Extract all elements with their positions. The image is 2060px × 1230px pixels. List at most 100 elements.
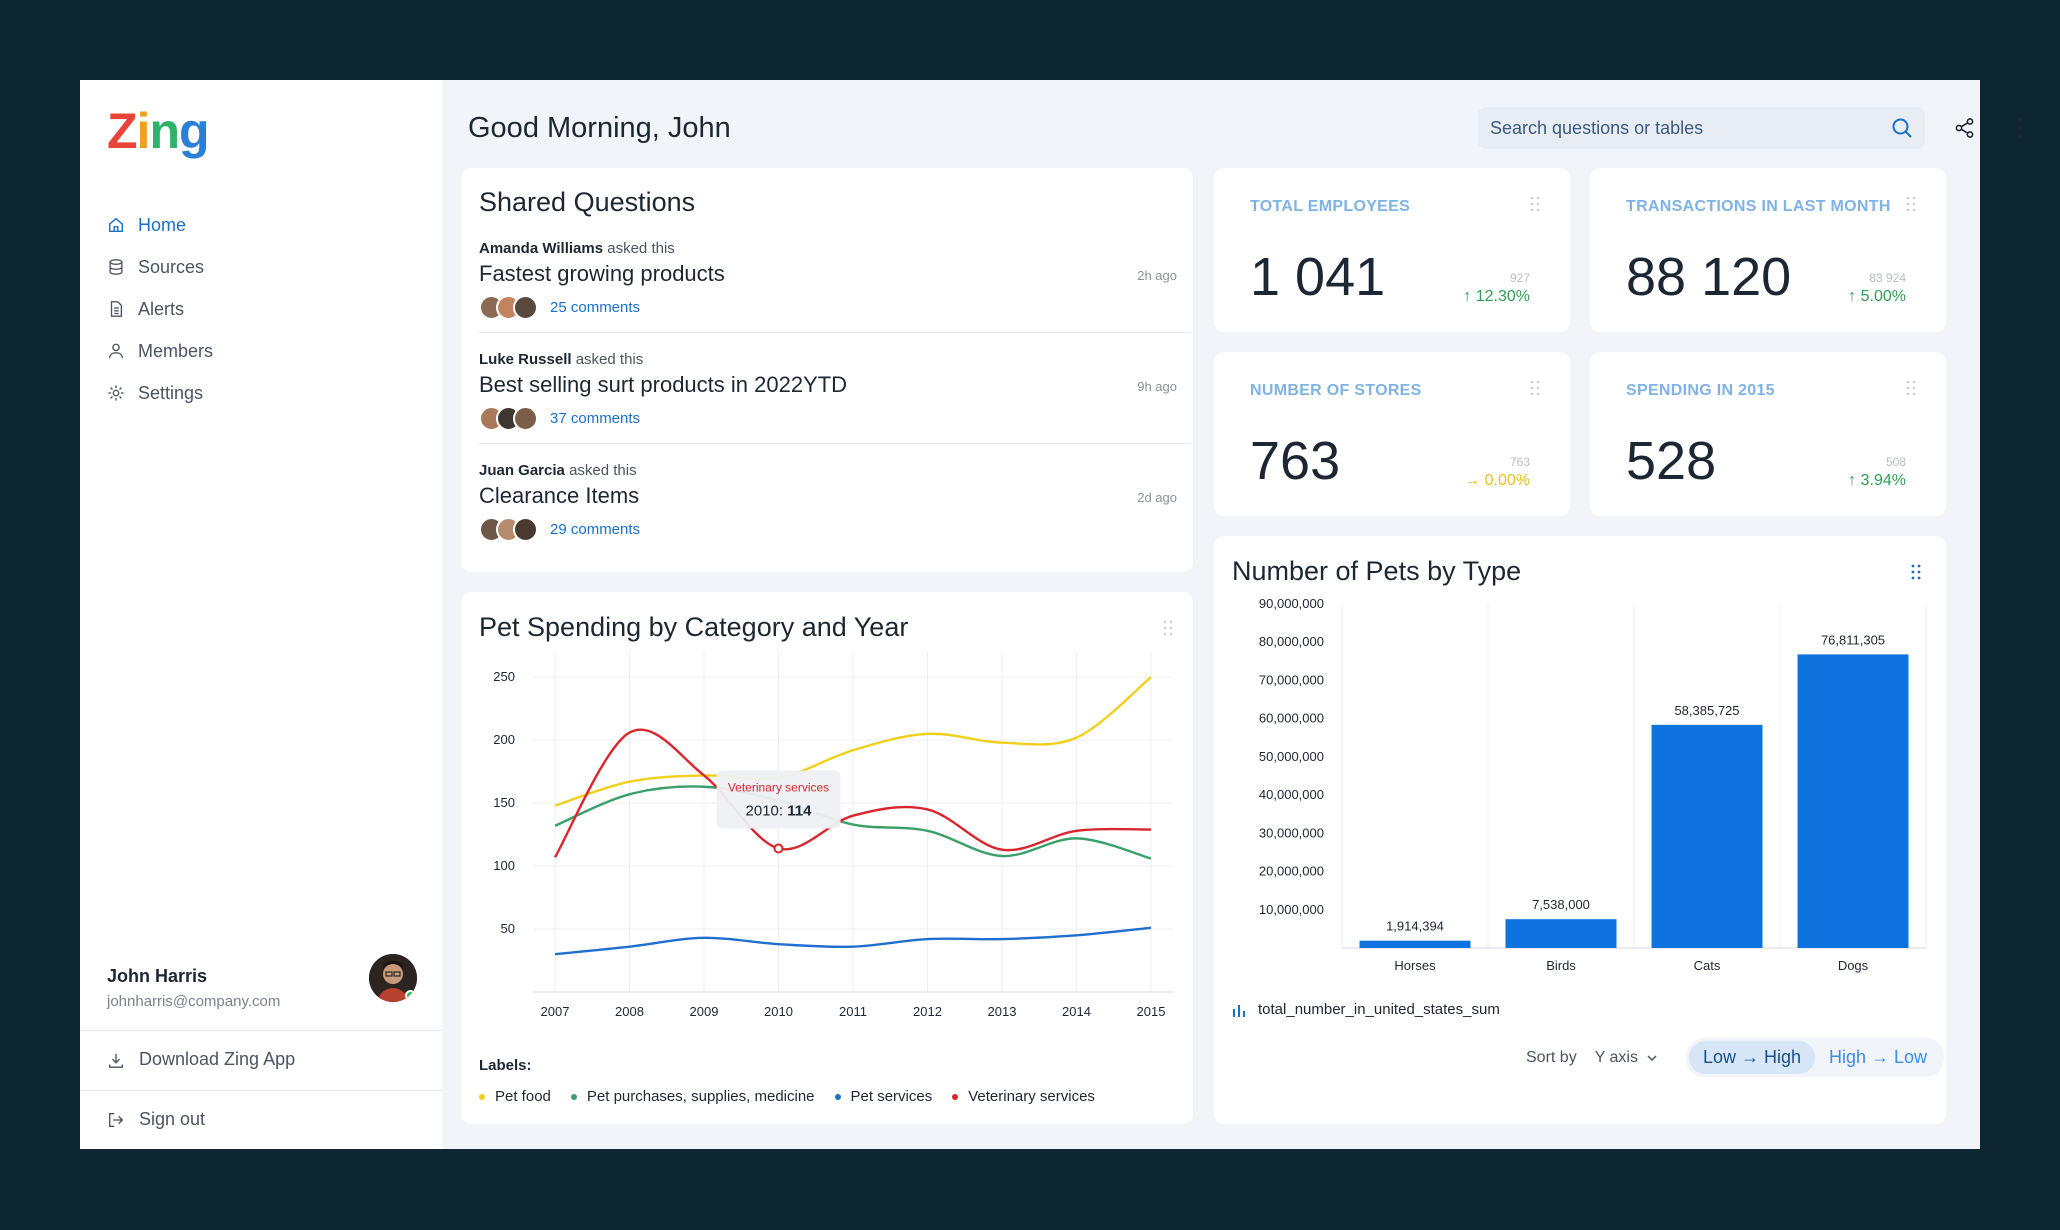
kpi-label: NUMBER OF STORES xyxy=(1250,382,1422,399)
commenter-avatars xyxy=(479,295,538,320)
arrow-up-icon: ↑ xyxy=(1848,472,1857,489)
user-profile: John Harris johnharris@company.com xyxy=(107,954,417,1010)
line-chart[interactable]: 2007 2008 2009 2010 2011 2012 2013 2014 2015 50 10… xyxy=(461,632,1193,1072)
legend-item[interactable]: Pet purchases, supplies, medicine xyxy=(570,1088,815,1105)
download-icon xyxy=(109,1053,123,1068)
legend-item[interactable]: Veterinary services xyxy=(952,1088,1095,1105)
x-tick-label: 2010 xyxy=(764,1004,793,1019)
sidebar-item-settings[interactable]: Settings xyxy=(107,372,213,414)
avatar xyxy=(513,517,538,542)
kpi-previous-value: 508 xyxy=(1885,455,1906,469)
y-tick-label: 50,000,000 xyxy=(1259,749,1324,764)
chart-title: Pet Spending by Category and Year xyxy=(479,612,909,642)
sign-out-label: Sign out xyxy=(139,1109,206,1129)
arrow-up-icon: ↑ xyxy=(1463,288,1472,305)
app-window: Zing Home Sources Alerts Members Setting… xyxy=(80,80,2023,1149)
download-app-label: Download Zing App xyxy=(139,1049,296,1069)
y-tick-label: 80,000,000 xyxy=(1259,634,1324,649)
tooltip-value: 2010: 114 xyxy=(746,802,813,819)
commenter-avatars xyxy=(479,517,538,542)
sidebar-item-label: Home xyxy=(138,214,187,235)
drag-handle-icon[interactable] xyxy=(1910,564,1922,580)
legend-label: Pet purchases, supplies, medicine xyxy=(586,1088,815,1105)
series-line[interactable] xyxy=(554,926,1152,956)
drag-handle-icon[interactable] xyxy=(1906,196,1916,212)
sort-axis-value: Y axis xyxy=(1594,1048,1638,1066)
user-name: John Harris xyxy=(107,966,208,986)
sidebar-item-label: Settings xyxy=(138,382,204,403)
sort-low-high-button[interactable]: Low → High xyxy=(1688,1041,1816,1074)
kpi-card-spending-2015[interactable]: SPENDING IN 2015 528 508 ↑ 3.94% xyxy=(1590,352,1946,516)
question-asker: Juan Garcia xyxy=(479,462,565,479)
legend-item[interactable]: Pet services xyxy=(834,1088,932,1105)
data-point[interactable] xyxy=(773,843,784,854)
question-title[interactable]: Clearance Items xyxy=(479,483,640,508)
bar[interactable] xyxy=(1505,919,1617,948)
drag-handle-icon[interactable] xyxy=(1906,380,1916,396)
drag-handle-icon[interactable] xyxy=(1163,620,1173,636)
legend-title: Labels: xyxy=(479,1057,532,1074)
sidebar-item-members[interactable]: Members xyxy=(107,330,213,372)
sidebar-item-home[interactable]: Home xyxy=(107,204,213,246)
bar[interactable] xyxy=(1797,654,1909,948)
kpi-change: ↑ 5.00% xyxy=(1848,288,1906,306)
avatar xyxy=(513,406,538,431)
sort-label: Sort by xyxy=(1526,1048,1577,1066)
drag-handle-icon[interactable] xyxy=(1530,196,1540,212)
comments-link[interactable]: 25 comments xyxy=(550,299,641,316)
y-tick-label: 100 xyxy=(493,858,515,873)
list-item[interactable]: Juan Garcia asked this Clearance Items 2… xyxy=(479,462,1177,542)
shared-questions-title: Shared Questions xyxy=(479,187,696,217)
more-options-button[interactable] xyxy=(2006,114,2034,142)
home-icon xyxy=(108,217,124,233)
asked-label: asked this xyxy=(575,351,644,368)
sidebar-item-label: Sources xyxy=(138,256,205,277)
sort-high-low-button[interactable]: High → Low xyxy=(1829,1047,1928,1067)
series-line[interactable] xyxy=(554,676,1152,807)
kpi-card-number-of-stores[interactable]: NUMBER OF STORES 763 763 → 0.00% xyxy=(1214,352,1570,516)
kpi-value: 528 xyxy=(1626,431,1717,491)
x-tick-label: 2009 xyxy=(690,1004,719,1019)
asked-label: asked this xyxy=(569,462,637,479)
comments-link[interactable]: 37 comments xyxy=(550,410,641,427)
avatar[interactable] xyxy=(369,954,417,1002)
sidebar-item-sources[interactable]: Sources xyxy=(107,246,213,288)
x-tick-label: 2011 xyxy=(839,1004,867,1019)
gear-icon xyxy=(108,385,124,401)
tooltip-series: Veterinary services xyxy=(728,780,829,794)
kpi-card-total-employees[interactable]: TOTAL EMPLOYEES 1 041 927 ↑ 12.30% xyxy=(1214,168,1570,332)
bar[interactable] xyxy=(1651,724,1763,948)
data-label: 58,385,725 xyxy=(1674,703,1739,718)
drag-handle-icon[interactable] xyxy=(1530,380,1540,396)
zing-logo[interactable]: Zing xyxy=(107,103,210,159)
search-input[interactable] xyxy=(1490,117,1891,139)
kpi-previous-value: 83 924 xyxy=(1869,271,1906,285)
kpi-change-value: 5.00% xyxy=(1860,288,1906,305)
bar[interactable] xyxy=(1359,940,1471,948)
kpi-label: TOTAL EMPLOYEES xyxy=(1250,198,1411,215)
x-tick-label: Birds xyxy=(1546,958,1576,973)
y-tick-label: 70,000,000 xyxy=(1259,672,1324,687)
page-title: Good Morning, John xyxy=(468,112,731,144)
question-title[interactable]: Fastest growing products xyxy=(479,261,725,286)
search-icon[interactable] xyxy=(1891,117,1913,139)
list-item[interactable]: Luke Russell asked this Best selling sur… xyxy=(479,351,1177,431)
download-app-button[interactable]: Download Zing App xyxy=(107,1049,295,1070)
sidebar-item-alerts[interactable]: Alerts xyxy=(107,288,213,330)
comments-link[interactable]: 29 comments xyxy=(550,521,641,538)
series-line[interactable] xyxy=(554,785,1152,860)
legend-item[interactable]: Pet food xyxy=(479,1088,551,1105)
legend-dot xyxy=(834,1093,841,1100)
kpi-card-transactions[interactable]: TRANSACTIONS IN LAST MONTH 88 120 83 924… xyxy=(1590,168,1946,332)
question-title[interactable]: Best selling surt products in 2022YTD xyxy=(479,372,848,397)
bar-chart[interactable]: 10,000,000 20,000,000 30,000,000 40,000,000… xyxy=(1214,586,1946,986)
y-tick-label: 250 xyxy=(493,669,515,684)
legend-dot xyxy=(570,1093,577,1100)
online-status-dot xyxy=(405,990,416,1001)
divider xyxy=(80,1030,442,1031)
list-item[interactable]: Amanda Williams asked this Fastest growi… xyxy=(479,240,1177,320)
share-button[interactable] xyxy=(1951,114,1979,142)
sort-axis-select[interactable]: Y axis xyxy=(1595,1049,1658,1067)
sign-out-button[interactable]: Sign out xyxy=(107,1109,205,1130)
user-email: johnharris@company.com xyxy=(107,993,281,1010)
